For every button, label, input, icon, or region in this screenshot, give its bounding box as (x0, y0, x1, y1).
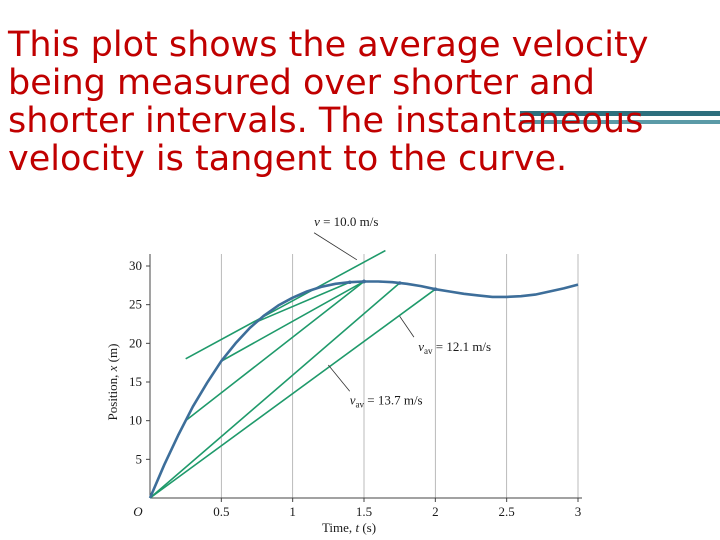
x-tick-label-0.5: 0.5 (213, 504, 229, 519)
y-tick-label-20: 20 (129, 335, 142, 350)
secant-line-2 (149, 282, 401, 499)
origin-label: O (133, 504, 143, 519)
x-tick-label-2: 2 (432, 504, 439, 519)
x-axis-label: Time, t (s) (322, 520, 376, 535)
tangent-line (185, 249, 386, 360)
annotation-v-tangent: v = 10.0 m/s (314, 214, 378, 229)
x-tick-label-1: 1 (289, 504, 296, 519)
secant-point-4 (362, 279, 366, 284)
secant-point-1 (433, 287, 438, 292)
annotation-vav-12: vav = 12.1 m/s (418, 339, 491, 356)
annotation-vav-13: vav = 13.7 m/s (350, 392, 423, 409)
x-tick-label-2.5: 2.5 (499, 504, 515, 519)
y-tick-label-30: 30 (129, 258, 142, 273)
accent-bar-light (520, 120, 720, 124)
annotation-v-tangent-leader (313, 232, 358, 261)
secant-line-1 (149, 288, 436, 499)
secant-point-2 (397, 281, 402, 285)
y-tick-label-15: 15 (129, 374, 142, 389)
x-tick-label-1.5: 1.5 (356, 504, 372, 519)
annotation-vav-12-leader (399, 316, 415, 338)
y-tick-label-5: 5 (136, 451, 143, 466)
y-tick-label-10: 10 (129, 413, 142, 428)
y-axis-label: Position, x (m) (105, 344, 120, 421)
secant-point-5 (347, 280, 352, 285)
secant-line-3 (185, 280, 365, 422)
y-tick-label-25: 25 (129, 297, 142, 312)
secant-line-5 (256, 281, 351, 323)
accent-bar-dark (520, 111, 720, 116)
slide-text: This plot shows the average velocity bei… (8, 25, 649, 179)
annotation-vav-13-leader (328, 364, 351, 392)
x-tick-label-3: 3 (575, 504, 582, 519)
secant-line-4 (220, 280, 365, 362)
